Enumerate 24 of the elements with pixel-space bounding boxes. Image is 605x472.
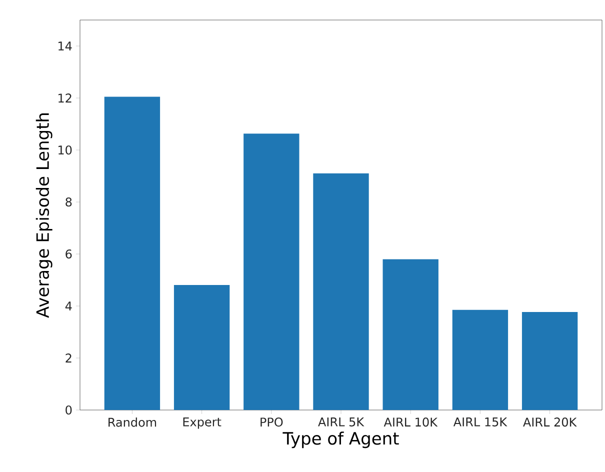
y-axis-title: Average Episode Length (36, 113, 52, 318)
y-tick-label: 6 (66, 249, 72, 259)
bar (522, 312, 578, 410)
y-tick-label: 8 (66, 197, 72, 207)
bar (313, 173, 369, 410)
x-tick-label: AIRL 15K (453, 418, 508, 426)
bar (452, 310, 508, 410)
x-axis-title: Type of Agent (282, 432, 399, 448)
x-tick-label: Expert (183, 418, 222, 429)
x-tick-label: AIRL 20K (523, 418, 577, 427)
y-tick-label: 14 (58, 42, 72, 50)
y-tick-label: 4 (65, 302, 72, 310)
y-tick-label: 12 (58, 94, 72, 102)
bar (104, 96, 160, 410)
bar (174, 284, 230, 410)
y-tick-label: 2 (66, 354, 72, 362)
x-tick-label: Random (108, 418, 156, 427)
x-tick-label: PPO (260, 418, 283, 427)
x-tick-label: AIRL 5K (318, 418, 364, 426)
y-tick-label: 0 (66, 405, 72, 415)
bar (244, 134, 300, 410)
y-tick-label: 10 (58, 145, 72, 155)
x-tick-label: AIRL 10K (384, 418, 438, 427)
bar (382, 259, 438, 410)
